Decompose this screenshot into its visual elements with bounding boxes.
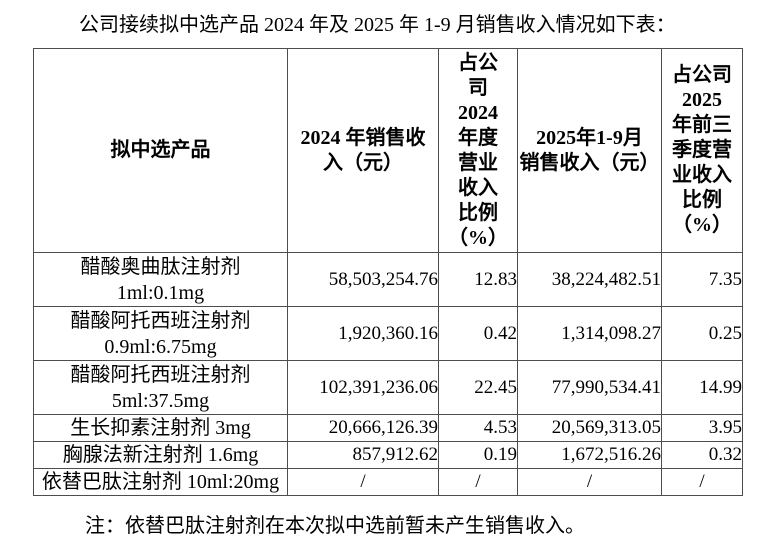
footnote: 注：依替巴肽注射剂在本次拟中选前暂未产生销售收入。 [85, 515, 585, 537]
header-2025-revenue: 2025年1-9月 销售收入（元） [517, 48, 662, 253]
product-cell: 胸腺法新注射剂 1.6mg [33, 441, 288, 469]
product-cell: 依替巴肽注射剂 10ml:20mg [33, 468, 288, 496]
header-2024-revenue: 2024 年销售收 入（元） [287, 48, 439, 253]
ratio-2024-cell: 22.45 [438, 360, 518, 415]
sales-revenue-table: 拟中选产品 2024 年销售收 入（元） 占公 司 2024 年度 营业 收入 … [33, 48, 743, 496]
revenue-2024-cell: 857,912.62 [287, 441, 439, 469]
ratio-2024-cell: 4.53 [438, 414, 518, 442]
header-2025-revenue-ratio: 占公司 2025 年前三 季度营 业收入 比例 （%） [661, 48, 743, 253]
table-row: 醋酸阿托西班注射剂 5ml:37.5mg 102,391,236.06 22.4… [33, 360, 743, 415]
revenue-2025-cell: 1,314,098.27 [517, 306, 662, 361]
page-title: 公司接续拟中选产品 2024 年及 2025 年 1-9 月销售收入情况如下表： [79, 14, 676, 36]
product-cell: 醋酸阿托西班注射剂 0.9ml:6.75mg [33, 306, 288, 361]
revenue-2024-cell: / [287, 468, 439, 496]
ratio-2024-cell: / [438, 468, 518, 496]
ratio-2025-cell: / [661, 468, 743, 496]
revenue-2024-cell: 102,391,236.06 [287, 360, 439, 415]
ratio-2024-cell: 12.83 [438, 252, 518, 307]
revenue-2024-cell: 20,666,126.39 [287, 414, 439, 442]
product-cell: 醋酸奥曲肽注射剂 1ml:0.1mg [33, 252, 288, 307]
table-row: 胸腺法新注射剂 1.6mg 857,912.62 0.19 1,672,516.… [33, 441, 743, 469]
table-header-row: 拟中选产品 2024 年销售收 入（元） 占公 司 2024 年度 营业 收入 … [33, 48, 743, 253]
revenue-2025-cell: 20,569,313.05 [517, 414, 662, 442]
ratio-2025-cell: 7.35 [661, 252, 743, 307]
revenue-2024-cell: 1,920,360.16 [287, 306, 439, 361]
ratio-2025-cell: 3.95 [661, 414, 743, 442]
header-product: 拟中选产品 [33, 48, 288, 253]
revenue-2025-cell: 1,672,516.26 [517, 441, 662, 469]
table-row: 醋酸阿托西班注射剂 0.9ml:6.75mg 1,920,360.16 0.42… [33, 306, 743, 361]
product-cell: 生长抑素注射剂 3mg [33, 414, 288, 442]
ratio-2024-cell: 0.19 [438, 441, 518, 469]
ratio-2025-cell: 0.25 [661, 306, 743, 361]
header-2024-revenue-ratio: 占公 司 2024 年度 营业 收入 比例 （%） [438, 48, 518, 253]
ratio-2024-cell: 0.42 [438, 306, 518, 361]
table-row: 依替巴肽注射剂 10ml:20mg / / / / [33, 468, 743, 496]
revenue-2025-cell: 77,990,534.41 [517, 360, 662, 415]
revenue-2025-cell: 38,224,482.51 [517, 252, 662, 307]
revenue-2024-cell: 58,503,254.76 [287, 252, 439, 307]
revenue-2025-cell: / [517, 468, 662, 496]
product-cell: 醋酸阿托西班注射剂 5ml:37.5mg [33, 360, 288, 415]
table-row: 生长抑素注射剂 3mg 20,666,126.39 4.53 20,569,31… [33, 414, 743, 442]
ratio-2025-cell: 0.32 [661, 441, 743, 469]
ratio-2025-cell: 14.99 [661, 360, 743, 415]
table-row: 醋酸奥曲肽注射剂 1ml:0.1mg 58,503,254.76 12.83 3… [33, 252, 743, 307]
